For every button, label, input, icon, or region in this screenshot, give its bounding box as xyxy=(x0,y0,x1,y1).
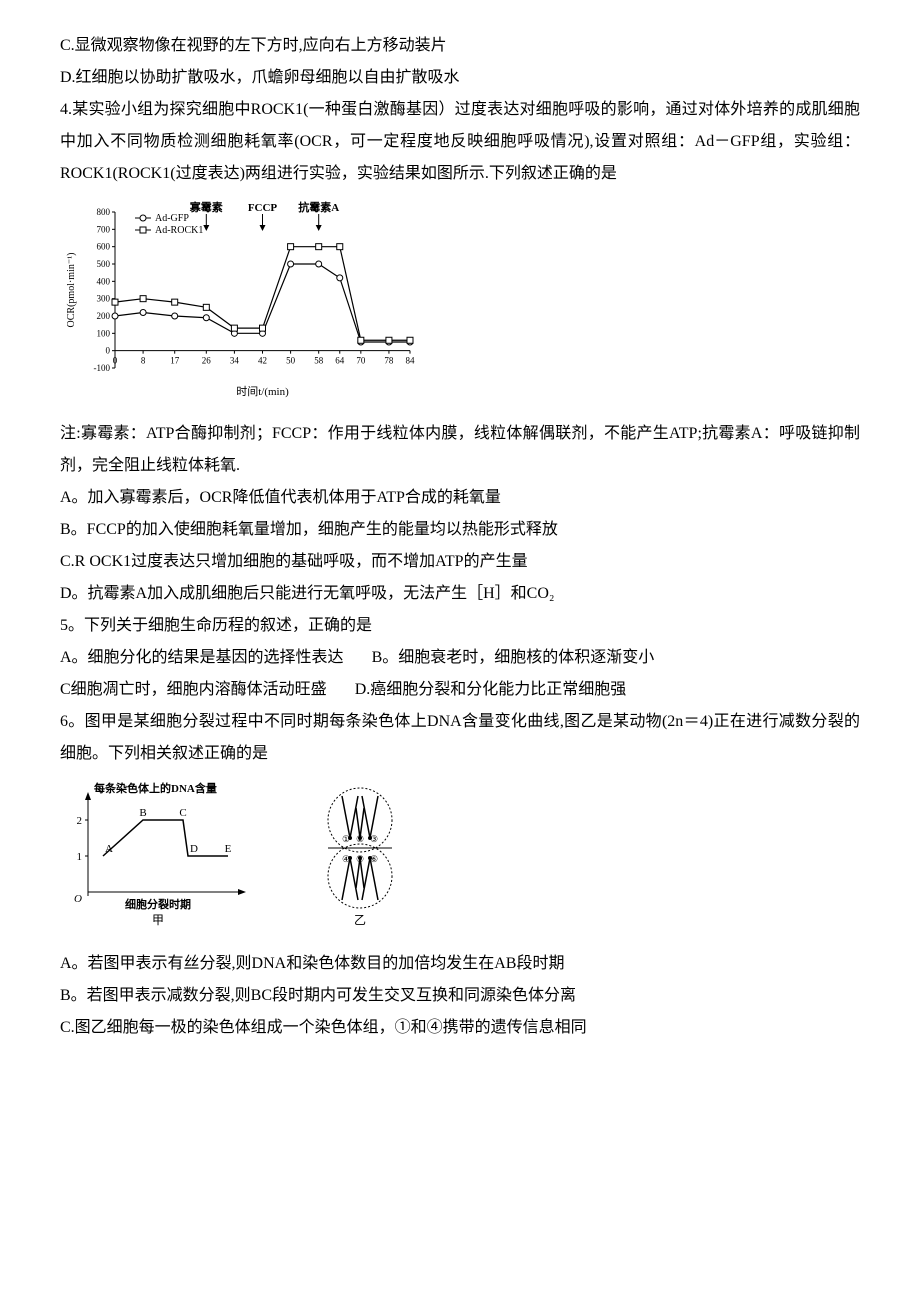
chart-note: 注:寡霉素：ATP合酶抑制剂；FCCP：作用于线粒体内膜，线粒体解偶联剂，不能产… xyxy=(60,418,860,482)
svg-text:Ad-ROCK1: Ad-ROCK1 xyxy=(155,225,203,236)
q6-option-c: C.图乙细胞每一极的染色体组成一个染色体组，①和④携带的遗传信息相同 xyxy=(60,1012,860,1044)
svg-text:OCR(pmol·min⁻¹): OCR(pmol·min⁻¹) xyxy=(66,253,77,328)
svg-text:B: B xyxy=(139,807,146,819)
svg-text:细胞分裂时期: 细胞分裂时期 xyxy=(125,897,191,911)
svg-text:0: 0 xyxy=(106,346,111,356)
q6-option-a: A。若图甲表示有丝分裂,则DNA和染色体数目的加倍均发生在AB段时期 xyxy=(60,948,860,980)
svg-text:700: 700 xyxy=(97,224,111,234)
svg-text:时间t/(min): 时间t/(min) xyxy=(236,385,289,398)
q5-option-b: B。细胞衰老时，细胞核的体积逐渐变小 xyxy=(372,649,655,666)
svg-text:200: 200 xyxy=(97,311,111,321)
q5-row1: A。细胞分化的结果是基因的选择性表达 B。细胞衰老时，细胞核的体积逐渐变小 xyxy=(60,642,860,674)
svg-text:400: 400 xyxy=(97,276,111,286)
option-d: D.红细胞以协助扩散吸水，爪蟾卵母细胞以自由扩散吸水 xyxy=(60,62,860,94)
ocr-chart: -100010020030040050060070080008172634425… xyxy=(60,198,860,410)
svg-text:A: A xyxy=(105,843,113,855)
svg-text:E: E xyxy=(225,843,232,855)
option-c: C.显微观察物像在视野的左下方时,应向右上方移动装片 xyxy=(60,30,860,62)
svg-text:2: 2 xyxy=(77,815,83,827)
svg-text:8: 8 xyxy=(141,356,146,366)
q5-option-d: D.癌细胞分裂和分化能力比正常细胞强 xyxy=(355,681,627,698)
svg-text:84: 84 xyxy=(406,356,416,366)
svg-text:①: ① xyxy=(342,834,350,844)
svg-text:800: 800 xyxy=(97,207,111,217)
svg-text:⑥: ⑥ xyxy=(370,854,378,864)
q6-option-b: B。若图甲表示减数分裂,则BC段时期内可发生交叉互换和同源染色体分离 xyxy=(60,980,860,1012)
svg-text:500: 500 xyxy=(97,259,111,269)
q4-option-d: D。抗霉素A加入成肌细胞后只能进行无氧呼吸，无法产生［H］和CO₂ xyxy=(60,578,860,610)
q4-option-c: C.R OCK1过度表达只增加细胞的基础呼吸，而不增加ATP的产生量 xyxy=(60,546,860,578)
svg-text:抗霉素A: 抗霉素A xyxy=(298,200,339,214)
svg-text:78: 78 xyxy=(384,356,394,366)
svg-text:Ad-GFP: Ad-GFP xyxy=(155,213,189,224)
svg-text:70: 70 xyxy=(356,356,366,366)
svg-text:100: 100 xyxy=(97,328,111,338)
svg-text:D: D xyxy=(190,843,198,855)
svg-text:34: 34 xyxy=(230,356,240,366)
q5-row2: C细胞凋亡时，细胞内溶酶体活动旺盛 D.癌细胞分裂和分化能力比正常细胞强 xyxy=(60,674,860,706)
svg-text:FCCP: FCCP xyxy=(248,202,278,214)
svg-text:1: 1 xyxy=(77,851,83,863)
svg-text:26: 26 xyxy=(202,356,212,366)
svg-text:17: 17 xyxy=(170,356,180,366)
svg-text:甲: 甲 xyxy=(152,913,164,927)
svg-text:每条染色体上的DNA含量: 每条染色体上的DNA含量 xyxy=(94,781,217,795)
svg-text:0: 0 xyxy=(113,356,118,366)
question-4: 4.某实验小组为探究细胞中ROCK1(一种蛋白激酶基因）过度表达对细胞呼吸的影响… xyxy=(60,94,860,190)
svg-text:④: ④ xyxy=(342,854,350,864)
dna-chart: 1 2 O A B C D E 每条染色体上的DNA含量细胞分裂时期甲 xyxy=(60,778,260,940)
svg-text:58: 58 xyxy=(314,356,324,366)
svg-text:③: ③ xyxy=(370,834,378,844)
svg-text:300: 300 xyxy=(97,294,111,304)
svg-text:64: 64 xyxy=(335,356,345,366)
svg-text:C: C xyxy=(179,807,186,819)
svg-text:②: ② xyxy=(356,834,364,844)
cell-figure-yi: ①②③ ④⑤⑥ 乙 xyxy=(300,778,420,940)
q5-option-a: A。细胞分化的结果是基因的选择性表达 xyxy=(60,649,344,666)
svg-text:O: O xyxy=(74,893,82,905)
q5-option-c: C细胞凋亡时，细胞内溶酶体活动旺盛 xyxy=(60,681,327,698)
svg-text:⑤: ⑤ xyxy=(356,854,364,864)
svg-text:-100: -100 xyxy=(94,363,111,373)
svg-text:乙: 乙 xyxy=(354,913,366,927)
q4-option-a: A。加入寡霉素后，OCR降低值代表机体用于ATP合成的耗氧量 xyxy=(60,482,860,514)
question-5: 5。下列关于细胞生命历程的叙述，正确的是 xyxy=(60,610,860,642)
q4-option-b: B。FCCP的加入使细胞耗氧量增加，细胞产生的能量均以热能形式释放 xyxy=(60,514,860,546)
svg-text:50: 50 xyxy=(286,356,296,366)
svg-text:42: 42 xyxy=(258,356,267,366)
svg-text:寡霉素: 寡霉素 xyxy=(189,200,223,214)
question-6: 6。图甲是某细胞分裂过程中不同时期每条染色体上DNA含量变化曲线,图乙是某动物(… xyxy=(60,706,860,770)
svg-text:600: 600 xyxy=(97,242,111,252)
